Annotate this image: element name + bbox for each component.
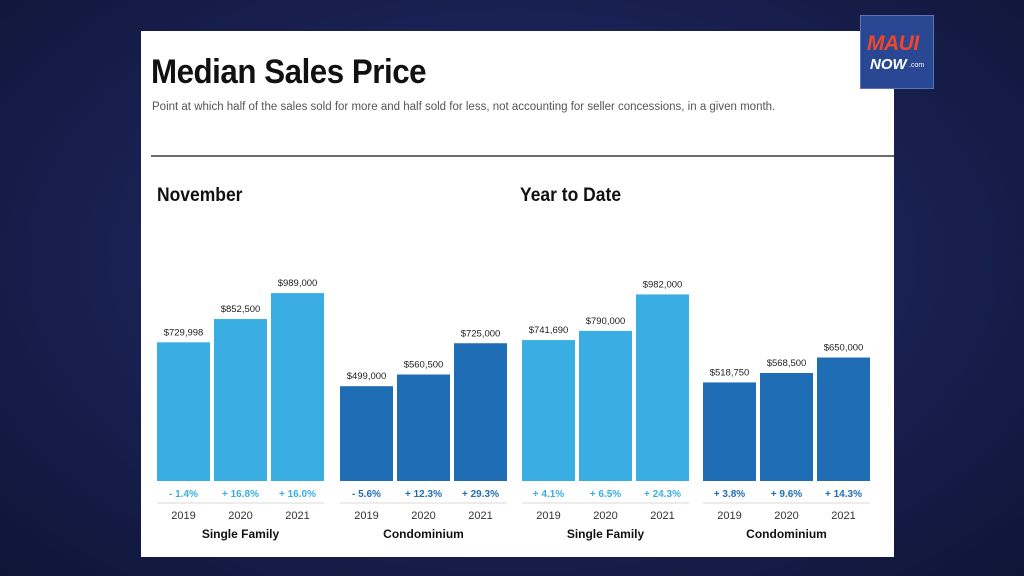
x-tick-label: 2021 [468,510,492,522]
x-tick-label: 2020 [774,510,798,522]
percent-change-label: + 6.5% [590,489,622,500]
x-tick-label: 2020 [228,510,252,522]
bar-value-label: $741,690 [529,325,569,336]
x-tick-label: 2019 [171,510,195,522]
bar [454,343,507,481]
maui-now-logo: MAUI NOW .com [860,15,934,89]
bar [760,372,813,481]
logo-maui-text: MAUI [867,32,919,55]
bar-value-label: $729,998 [164,327,204,338]
x-tick-label: 2019 [536,510,560,522]
percent-change-label: - 5.6% [352,489,381,500]
section-title-year-to-date: Year to Date [520,185,622,206]
bar [157,342,210,481]
percent-change-label: + 4.1% [533,489,565,500]
group-label: Single Family [567,527,645,541]
bar-value-label: $982,000 [643,279,683,290]
section-title-november: November [157,185,243,206]
bar [636,294,689,481]
bar-value-label: $790,000 [586,316,626,327]
bar [214,319,267,481]
percent-change-label: + 14.3% [825,489,862,500]
bar [579,330,632,481]
page-title: Median Sales Price [151,53,427,91]
x-tick-label: 2021 [650,510,674,522]
divider [151,155,894,157]
percent-change-label: + 9.6% [771,489,803,500]
percent-change-label: + 16.0% [279,489,316,500]
bar [522,340,575,481]
percent-change-label: - 1.4% [169,489,198,500]
x-tick-label: 2021 [285,510,309,522]
bar-value-label: $499,000 [347,371,387,382]
bar [271,293,324,481]
logo-now-text: NOW [870,56,907,73]
bar [397,374,450,481]
group-label: Single Family [202,527,280,541]
bar-value-label: $725,000 [461,328,501,339]
group-label: Condominium [746,527,827,541]
bar-chart: $729,998 - 1.4% 2019 $852,500 + 16.8% 2020 $98… [157,278,870,541]
bar-value-label: $852,500 [221,304,261,315]
x-tick-label: 2020 [593,510,617,522]
logo-com-text: .com [909,62,925,69]
chart-card: Median Sales Price Point at which half o… [141,31,894,557]
x-tick-label: 2020 [411,510,435,522]
page-subtitle: Point at which half of the sales sold fo… [152,101,776,113]
percent-change-label: + 24.3% [644,489,681,500]
percent-change-label: + 16.8% [222,489,259,500]
bar [817,357,870,481]
bar-value-label: $650,000 [824,343,864,354]
percent-change-label: + 3.8% [714,489,746,500]
percent-change-label: + 29.3% [462,489,499,500]
bar-value-label: $989,000 [278,278,318,289]
percent-change-label: + 12.3% [405,489,442,500]
group-label: Condominium [383,527,464,541]
x-tick-label: 2021 [831,510,855,522]
x-tick-label: 2019 [354,510,378,522]
bar-value-label: $568,500 [767,358,807,369]
x-tick-label: 2019 [717,510,741,522]
bar-value-label: $518,750 [710,367,750,378]
bar [340,386,393,481]
bar [703,382,756,481]
bar-value-label: $560,500 [404,360,444,371]
